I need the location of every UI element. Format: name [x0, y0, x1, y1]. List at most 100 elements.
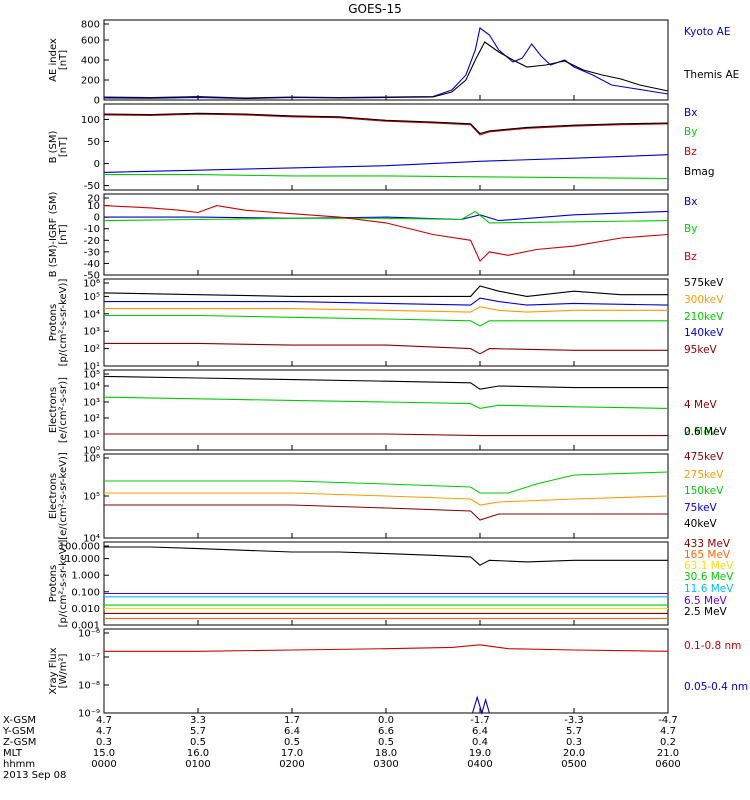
time-axis-label: 15.0: [93, 748, 115, 759]
y-axis-label: [nT]: [58, 50, 69, 70]
series-line: [104, 471, 669, 494]
y-axis-label: [nT]: [58, 137, 69, 157]
y-axis-label: [e/(cm²-s-sr)]: [58, 377, 69, 443]
y-tick-label: 0: [94, 159, 100, 170]
time-axis-label: 0500: [561, 759, 586, 770]
y-tick-label: 10⁻⁸: [78, 681, 100, 692]
time-axis-label: 0.3: [96, 737, 112, 748]
y-axis-label: [p/(cm²-s-sr-keV)]: [58, 279, 69, 367]
series-line: [103, 41, 669, 100]
time-axis-label: 0200: [279, 759, 304, 770]
legend-entry: 0.6 MeV: [684, 426, 728, 438]
series-line: [104, 644, 669, 652]
time-axis-label: 5.7: [566, 726, 582, 737]
y-tick-label: 10¹: [83, 430, 100, 441]
time-axis-label: 16.0: [187, 748, 209, 759]
time-axis-label: -1.7: [470, 715, 490, 726]
chart-title: GOES-15: [348, 2, 402, 16]
y-tick-label: 10⁻⁹: [78, 709, 100, 720]
legend-entry: Themis AE: [683, 69, 739, 81]
time-axis-label: 6.4: [284, 726, 300, 737]
time-axis-label: 0300: [373, 759, 398, 770]
series-line: [104, 306, 668, 313]
panel-frame: [103, 369, 669, 451]
time-axis-label: 0.2: [660, 737, 676, 748]
y-tick-label: 10⁴: [83, 534, 100, 545]
series-line: [103, 154, 669, 173]
series-line: [103, 112, 669, 135]
y-axis-label: AE index: [48, 38, 59, 82]
time-axis-label: -4.7: [658, 715, 678, 726]
y-tick-label: -20: [84, 236, 100, 247]
time-axis-label: 0.5: [284, 737, 300, 748]
panel-frame: [103, 541, 669, 626]
series-line: [103, 396, 669, 409]
legend-entry: Bmag: [684, 166, 715, 178]
time-axis-label: 0400: [467, 759, 492, 770]
time-axis-label: 18.0: [375, 748, 397, 759]
y-axis-label: Protons: [48, 565, 59, 602]
series-line: [104, 504, 668, 521]
time-axis-label: 3.3: [190, 715, 206, 726]
row-label-mlt: MLT: [3, 748, 23, 759]
time-axis-label: 4.7: [96, 726, 112, 737]
time-axis-label: 4.7: [96, 715, 112, 726]
y-tick-label: 10: [87, 201, 100, 212]
time-axis-label: 0.3: [566, 737, 582, 748]
time-axis-label: 6.4: [472, 726, 488, 737]
legend-entry: 300keV: [684, 294, 724, 306]
date-label: 2013 Sep 08: [3, 770, 66, 781]
y-tick-label: 10⁰: [83, 446, 100, 457]
y-tick-label: 10⁶: [83, 454, 100, 465]
time-axis-label: 5.7: [190, 726, 206, 737]
legend-entry: 0.1-0.8 nm: [684, 640, 741, 652]
y-tick-label: 0: [94, 96, 100, 107]
y-tick-label: 10³: [83, 327, 100, 338]
y-tick-label: 10²: [83, 414, 100, 425]
legend-entry: 140keV: [684, 327, 724, 339]
legend-entry: 63.1 MeV: [684, 560, 734, 572]
y-tick-label: 100.000: [59, 542, 100, 553]
y-tick-label: 0.100: [71, 587, 100, 598]
legend-entry: 0.05-0.4 nm: [684, 681, 748, 693]
legend-entry: Bx: [684, 107, 697, 119]
panel-frame: [103, 628, 669, 714]
legend-entry: 4 MeV: [684, 399, 718, 411]
series-line: [104, 492, 669, 506]
series-line: [104, 433, 668, 437]
legend-entry: Bz: [684, 146, 697, 158]
time-axis-label: 20.0: [563, 748, 585, 759]
y-tick-label: 200: [81, 76, 100, 87]
y-axis-label: Protons: [48, 304, 59, 341]
y-tick-label: 0.010: [71, 604, 100, 615]
legend-entry: 75keV: [684, 502, 718, 514]
legend-entry: 40keV: [684, 518, 718, 530]
time-axis-label: 0600: [655, 759, 680, 770]
legend-entry: By: [684, 126, 697, 138]
y-axis-label: [p/(cm²-s-sr-keV)]: [58, 540, 69, 628]
y-tick-label: 10⁶: [83, 279, 100, 290]
time-axis-label: 4.7: [660, 726, 676, 737]
panel-frame: [103, 19, 669, 101]
y-tick-label: 10¹: [83, 362, 100, 373]
y-tick-label: 10²: [83, 344, 100, 355]
legend-entry: 275keV: [684, 469, 724, 481]
y-tick-label: 20: [87, 194, 100, 205]
time-axis-label: 0100: [185, 759, 210, 770]
time-axis-label: -3.3: [564, 715, 584, 726]
legend-entry: 433 MeV: [684, 538, 731, 550]
time-axis-label: 6.6: [378, 726, 394, 737]
legend-entry: 575keV: [684, 277, 724, 289]
y-tick-label: 600: [81, 36, 100, 47]
y-axis-label: B (SM): [48, 130, 59, 163]
legend-entry: 30.6 MeV: [684, 571, 734, 583]
series-line: [103, 113, 669, 136]
panel-5: 10⁴ 10⁵ 10⁶ Electrons [e/(cm²-s-sr-keV)] 475k…: [48, 451, 724, 545]
series-line: [103, 210, 669, 224]
y-axis-label: [W/m²]: [58, 653, 69, 688]
time-axis-label: 19.0: [469, 748, 491, 759]
y-tick-label: 400: [81, 56, 100, 67]
